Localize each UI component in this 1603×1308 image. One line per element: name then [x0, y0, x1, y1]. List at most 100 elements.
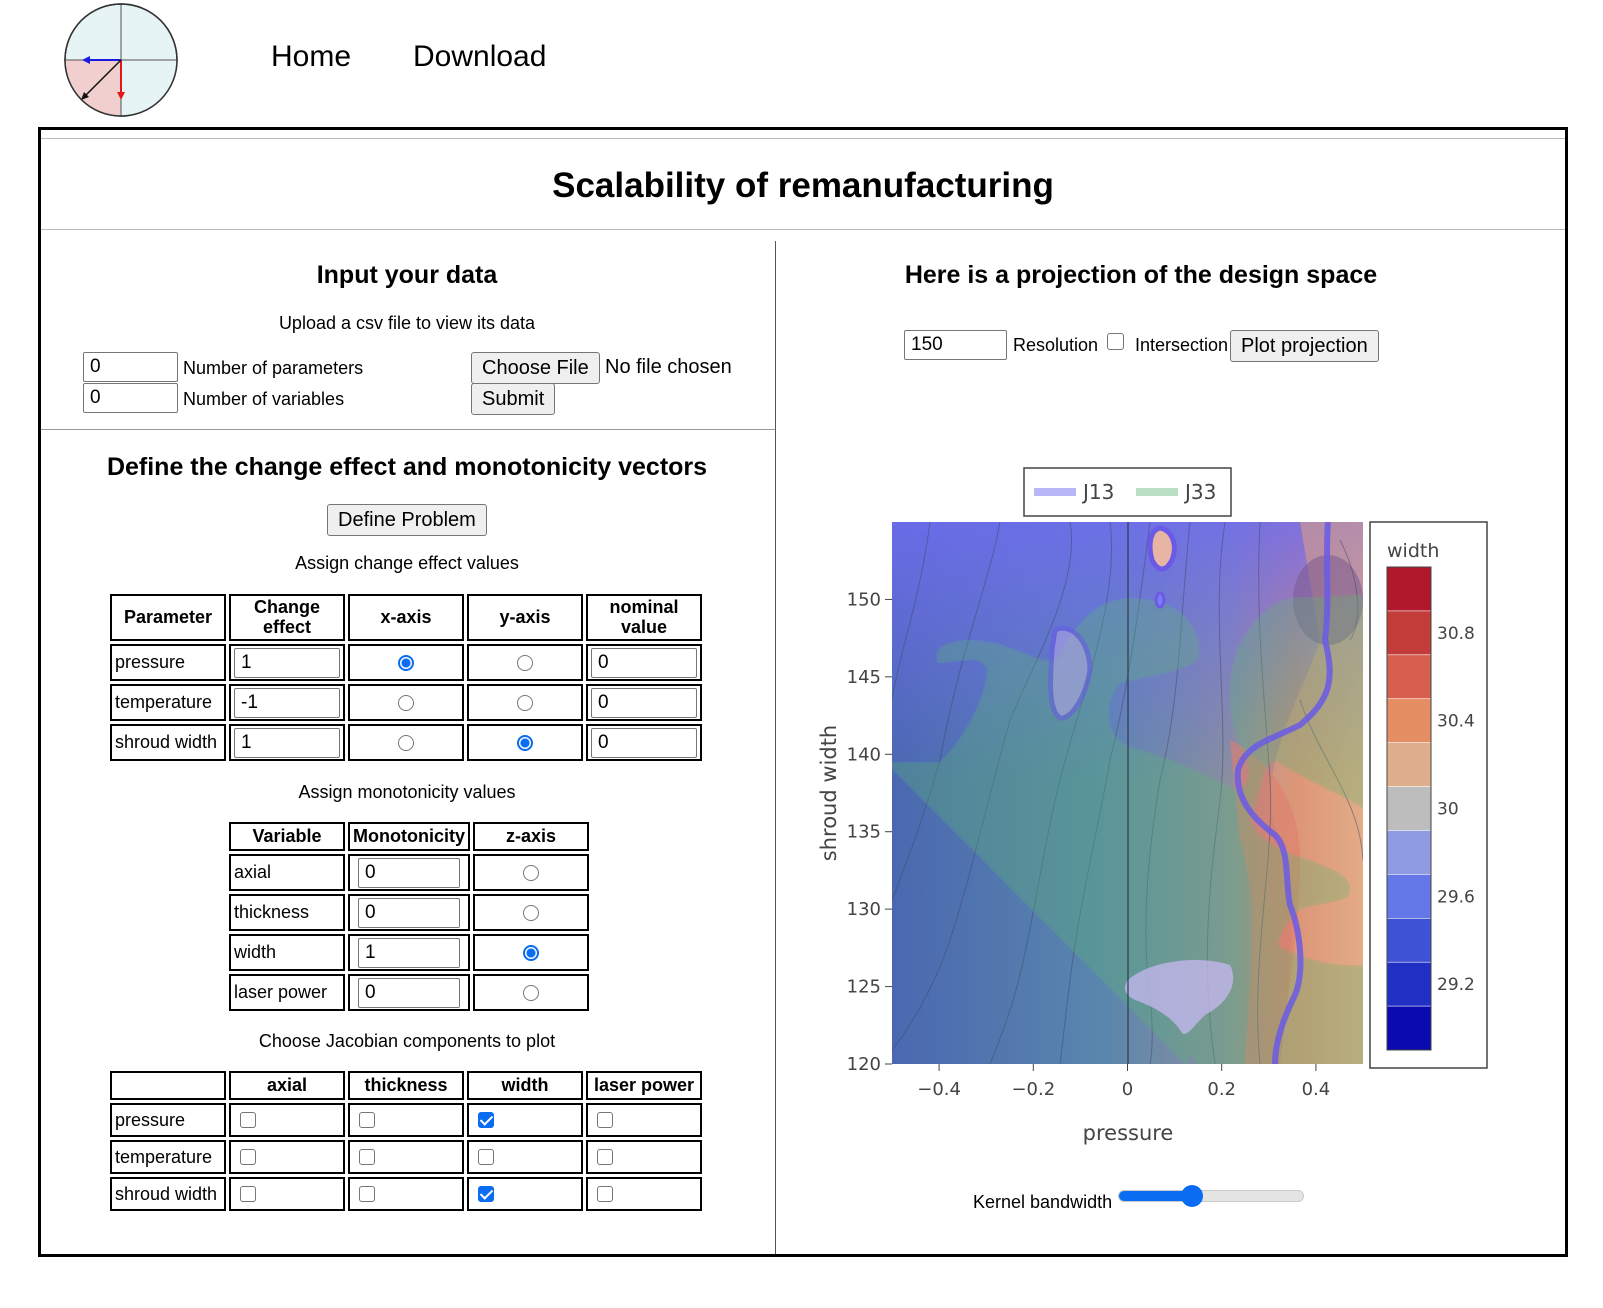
- y-axis-radio[interactable]: [517, 654, 533, 671]
- colorbar-outline: [1386, 566, 1432, 1051]
- define-problem-button[interactable]: Define Problem: [327, 504, 487, 536]
- y-axis-cell: [467, 644, 583, 681]
- monotonicity-cell: [348, 934, 470, 971]
- nominal-cell: [586, 684, 702, 721]
- x-axis-cell: [348, 684, 464, 721]
- colorbar-title: width: [1387, 540, 1439, 562]
- jacobian-caption: Choose Jacobian components to plot: [258, 1031, 556, 1051]
- submit-button[interactable]: Submit: [471, 383, 556, 415]
- y-axis-radio[interactable]: [517, 734, 533, 751]
- choose-file-button[interactable]: Choose File: [471, 352, 600, 384]
- z-axis-cell: [472, 854, 589, 891]
- jacobian-checkbox[interactable]: [597, 1149, 613, 1165]
- z-axis-radio[interactable]: [522, 944, 539, 961]
- header-width: width: [467, 1071, 583, 1100]
- monotonicity-input[interactable]: [358, 937, 460, 968]
- kernel-bandwidth-slider[interactable]: [1118, 1190, 1304, 1202]
- jacobian-checkbox[interactable]: [359, 1149, 375, 1165]
- monotonicity-input[interactable]: [358, 897, 460, 928]
- contour-line: [1145, 522, 1191, 1064]
- title-divider: [41, 229, 1565, 230]
- intersection-checkbox[interactable]: [1107, 333, 1124, 350]
- nominal-value-input[interactable]: [591, 727, 697, 758]
- jacobian-cell: [229, 1177, 345, 1211]
- x-axis-radio[interactable]: [398, 734, 414, 751]
- jacobian-cell: [586, 1177, 702, 1211]
- contour-line: [1059, 522, 1151, 1064]
- variable-label: laser power: [229, 974, 345, 1011]
- num-parameters-input[interactable]: [83, 352, 178, 382]
- monotonicity-input[interactable]: [358, 857, 460, 888]
- monotonicity-cell: [348, 894, 470, 931]
- y-tick-label: 120: [847, 1054, 881, 1075]
- nav-home[interactable]: Home: [271, 40, 352, 73]
- legend-label-j33: J33: [1183, 480, 1216, 504]
- jacobian-checkbox[interactable]: [478, 1112, 494, 1128]
- jacobian-checkbox[interactable]: [478, 1149, 494, 1165]
- nav-download[interactable]: Download: [413, 40, 547, 73]
- header-blank: [110, 1071, 226, 1100]
- jacobian-checkbox[interactable]: [359, 1186, 375, 1202]
- table-row: temperature: [110, 1140, 702, 1174]
- colorbar-step: [1386, 786, 1432, 832]
- jacobian-checkbox[interactable]: [597, 1112, 613, 1128]
- param-label: shroud width: [110, 724, 226, 761]
- colorbar-tick-label: 30: [1437, 800, 1459, 820]
- y-axis-radio[interactable]: [517, 694, 533, 711]
- upload-text: Upload a csv file to view its data: [278, 313, 536, 333]
- z-axis-radio[interactable]: [522, 984, 539, 1001]
- jacobian-cell: [348, 1140, 464, 1174]
- z-axis-radio[interactable]: [522, 904, 539, 921]
- jacobian-cell: [586, 1103, 702, 1137]
- x-ticks: −0.4 −0.2 0 0.2 0.4: [917, 1064, 1330, 1100]
- main-frame: Scalability of remanufacturing: [38, 127, 1568, 1257]
- table-row: thickness: [229, 894, 589, 931]
- x-tick-label: 0: [1122, 1079, 1133, 1100]
- x-axis-radio[interactable]: [398, 654, 414, 671]
- colorbar-step: [1386, 830, 1432, 876]
- colorbar-step: [1386, 742, 1432, 788]
- x-axis-radio[interactable]: [398, 694, 414, 711]
- change-effect-input[interactable]: [234, 647, 340, 678]
- param-label: shroud width: [110, 1177, 226, 1211]
- change-effect-input[interactable]: [234, 687, 340, 718]
- contour-lines: [892, 522, 1363, 1064]
- nominal-value-input[interactable]: [591, 687, 697, 718]
- change-effect-input[interactable]: [234, 727, 340, 758]
- resolution-input[interactable]: [904, 330, 1007, 360]
- param-label: pressure: [110, 644, 226, 681]
- table-row: axial: [229, 854, 589, 891]
- monotonicity-input[interactable]: [358, 977, 460, 1008]
- slider-thumb[interactable]: [1181, 1185, 1204, 1207]
- nominal-cell: [586, 724, 702, 761]
- jacobian-table: axial thickness width laser power pressu…: [107, 1068, 705, 1214]
- x-axis-label: pressure: [1083, 1121, 1174, 1145]
- j13-boundary: [1234, 522, 1333, 1064]
- colorbar-tick-label: 30.8: [1437, 624, 1475, 644]
- jacobian-cell: [229, 1103, 345, 1137]
- header-x-axis: x-axis: [348, 594, 464, 641]
- contour-chart[interactable]: J13 J33 −0.4 −0: [800, 460, 1500, 1160]
- jacobian-checkbox[interactable]: [359, 1112, 375, 1128]
- nominal-value-input[interactable]: [591, 647, 697, 678]
- x-axis-cell: [348, 724, 464, 761]
- header-axial: axial: [229, 1071, 345, 1100]
- z-axis-radio[interactable]: [522, 864, 539, 881]
- legend-label-j13: J13: [1081, 480, 1114, 504]
- projection-section-title: Here is a projection of the design space: [904, 261, 1378, 289]
- header-parameter: Parameter: [110, 594, 226, 641]
- colorbar-step: [1386, 610, 1432, 656]
- header-nominal-value: nominal value: [586, 594, 702, 641]
- z-axis-cell: [472, 934, 589, 971]
- jacobian-checkbox[interactable]: [240, 1186, 256, 1202]
- jacobian-checkbox[interactable]: [240, 1149, 256, 1165]
- change-effect-cell: [229, 644, 345, 681]
- jacobian-checkbox[interactable]: [478, 1186, 494, 1202]
- num-variables-input[interactable]: [83, 383, 178, 413]
- jacobian-checkbox[interactable]: [597, 1186, 613, 1202]
- colorbar-step: [1386, 566, 1432, 612]
- plot-projection-button[interactable]: Plot projection: [1230, 330, 1379, 362]
- logo[interactable]: [64, 3, 178, 117]
- jacobian-checkbox[interactable]: [240, 1112, 256, 1128]
- y-tick-label: 125: [847, 977, 881, 998]
